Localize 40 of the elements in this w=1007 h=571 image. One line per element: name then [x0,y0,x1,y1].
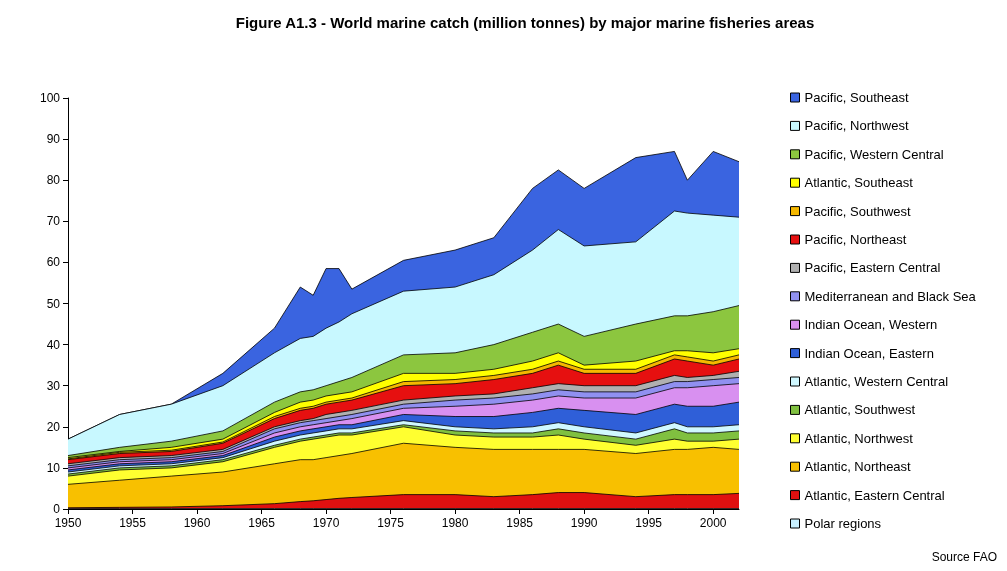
x-tick-label: 2000 [699,516,727,530]
y-tick-label: 80 [46,173,61,188]
y-tick-label: 20 [46,419,61,434]
legend-label: Pacific, Northwest [804,118,909,134]
y-tick-label: 70 [46,214,61,229]
legend-label: Pacific, Southwest [804,203,912,219]
chart-title: Figure A1.3 - World marine catch (million tonnes) by major marine fisheries areas [235,14,815,31]
legend-label: Pacific, Northeast [804,232,907,247]
x-tick-label: 1990 [570,516,598,530]
x-tick-label: 1985 [506,516,534,530]
x-tick-label: 1955 [119,516,147,530]
legend-label: Polar regions [804,516,882,531]
x-tick-label: 1980 [441,516,469,530]
y-tick-label: 90 [46,132,61,147]
legend-label: Pacific, Southeast [804,90,909,105]
y-tick-label: 0 [53,502,61,516]
y-tick-label: 40 [46,337,61,352]
legend-label: Atlantic, Southeast [804,175,914,191]
y-tick-label: 30 [46,378,61,393]
legend-label: Indian Ocean, Eastern [804,345,934,361]
x-tick-label: 1975 [377,516,405,530]
x-tick-label: 1950 [54,516,82,530]
y-tick-label: 10 [46,460,61,475]
y-tick-label: 50 [46,296,61,311]
source-note: Source FAO [931,550,998,564]
legend-label: Atlantic, Western Central [804,374,949,389]
y-tick-label: 100 [39,91,61,105]
legend-label: Atlantic, Northeast [804,459,912,475]
legend-label: Mediterranean and Black Sea [804,288,977,304]
legend-label: Pacific, Western Central [804,146,944,162]
x-tick-label: 1965 [248,516,276,530]
legend-label: Indian Ocean, Western [804,317,938,333]
x-tick-label: 1960 [183,516,211,530]
x-tick-label: 1970 [312,516,340,530]
x-tick-label: 1995 [635,516,663,530]
legend-label: Atlantic, Southwest [804,402,916,418]
legend-label: Atlantic, Northwest [804,430,914,446]
legend-label: Pacific, Eastern Central [804,260,941,276]
y-tick-label: 60 [46,255,61,270]
legend-label: Atlantic, Eastern Central [804,487,945,503]
